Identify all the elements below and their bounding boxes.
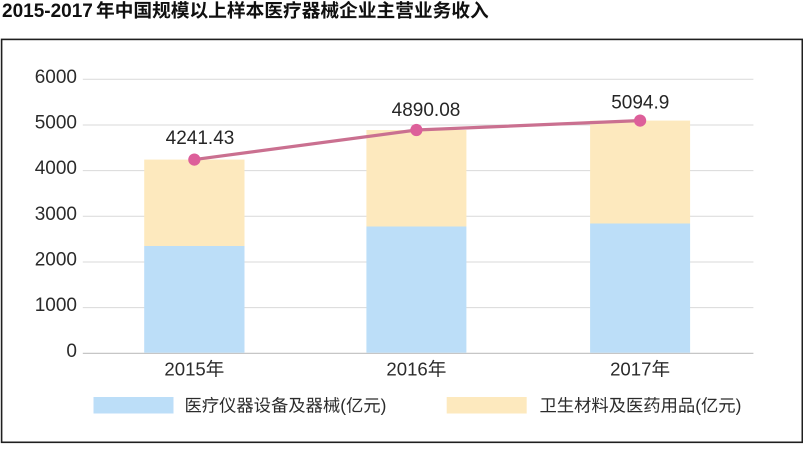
- svg-text:(: (: [340, 396, 346, 416]
- svg-text:4890.08: 4890.08: [392, 100, 461, 121]
- svg-text:2015-2017: 2015-2017: [2, 1, 93, 22]
- svg-text:5094.9: 5094.9: [611, 93, 669, 114]
- svg-text:2000: 2000: [35, 250, 77, 271]
- svg-text:): ): [381, 396, 387, 416]
- svg-text:3000: 3000: [35, 204, 77, 225]
- svg-text:4241.43: 4241.43: [166, 128, 235, 149]
- svg-text:2016: 2016: [386, 359, 427, 380]
- svg-text:): ): [736, 396, 742, 416]
- svg-text:(: (: [695, 396, 701, 416]
- svg-text:0: 0: [66, 341, 77, 362]
- svg-text:5000: 5000: [35, 113, 77, 134]
- svg-text:2015: 2015: [164, 359, 205, 380]
- svg-text:1000: 1000: [35, 295, 77, 316]
- svg-text:4000: 4000: [35, 158, 77, 179]
- svg-text:6000: 6000: [35, 67, 77, 88]
- svg-text:2017: 2017: [610, 359, 651, 380]
